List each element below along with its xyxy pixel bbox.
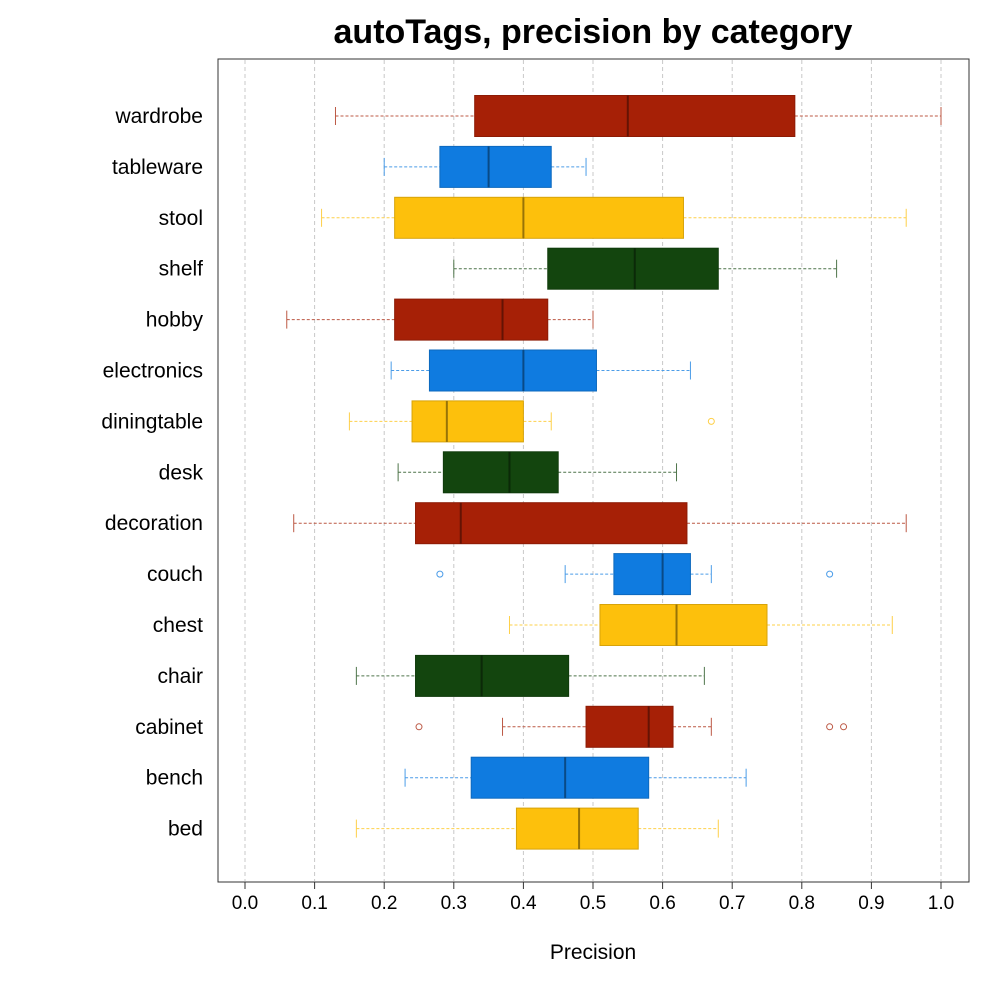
x-tick-label: 0.8	[789, 893, 815, 914]
box-chest	[508, 604, 893, 646]
category-label-decoration: decoration	[105, 512, 203, 535]
category-label-bed: bed	[168, 818, 203, 841]
box-wardrobe	[334, 95, 942, 137]
box-iqr	[547, 247, 719, 290]
x-tick-label: 0.6	[649, 893, 675, 914]
outlier-point	[707, 417, 715, 425]
category-label-desk: desk	[159, 461, 204, 484]
box-shelf	[453, 247, 838, 290]
outlier-point	[826, 570, 834, 578]
category-label-bench: bench	[146, 767, 203, 790]
box-chair	[355, 654, 705, 697]
x-tick-label: 0.9	[858, 893, 884, 914]
box-couch	[436, 553, 834, 596]
x-tick-label: 1.0	[928, 893, 954, 914]
box-diningtable	[348, 400, 715, 443]
category-label-wardrobe: wardrobe	[114, 105, 203, 128]
outlier-point	[840, 723, 848, 731]
box-tableware	[383, 145, 587, 188]
x-tick-label: 0.3	[441, 893, 467, 914]
chart-title: autoTags, precision by category	[334, 13, 853, 51]
category-label-diningtable: diningtable	[101, 410, 203, 433]
box-stool	[321, 196, 907, 239]
category-label-cabinet: cabinet	[135, 716, 203, 739]
box-iqr	[439, 145, 552, 188]
category-label-chair: chair	[157, 665, 203, 688]
category-label-shelf: shelf	[159, 258, 204, 281]
x-axis: 0.0 0.1 0.2 0.3 0.4 0.5 0.6 0.7 0.8 0.9 1.0	[218, 881, 969, 914]
x-tick-label: 0.2	[371, 893, 397, 914]
x-axis-title: Precision	[550, 941, 636, 964]
x-tick-label: 0.4	[510, 893, 537, 914]
x-tick-label: 0.0	[232, 893, 258, 914]
outlier-point	[436, 570, 444, 578]
box-cabinet	[415, 705, 848, 748]
box-iqr	[474, 95, 796, 137]
box-iqr	[415, 502, 688, 545]
category-label-hobby: hobby	[146, 309, 204, 332]
box-hobby	[286, 298, 594, 341]
box-iqr	[599, 604, 768, 646]
boxes-group	[286, 95, 942, 850]
box-iqr	[428, 349, 597, 392]
box-decoration	[293, 502, 907, 545]
outlier-point	[415, 723, 423, 731]
box-iqr	[415, 654, 570, 697]
x-tick-label: 0.7	[719, 893, 745, 914]
box-iqr	[394, 196, 684, 239]
category-label-couch: couch	[147, 563, 203, 586]
box-bed	[355, 807, 719, 850]
x-tick-label: 0.5	[580, 893, 606, 914]
box-bench	[404, 756, 747, 799]
box-iqr	[515, 807, 639, 850]
category-label-stool: stool	[159, 207, 203, 230]
box-desk	[397, 451, 678, 494]
box-iqr	[585, 705, 674, 748]
box-electronics	[390, 349, 691, 392]
box-iqr	[394, 298, 549, 341]
outlier-point	[826, 723, 834, 731]
box-iqr	[613, 553, 691, 596]
x-tick-label: 0.1	[301, 893, 327, 914]
category-label-chest: chest	[153, 614, 203, 637]
category-label-tableware: tableware	[112, 156, 203, 179]
box-iqr	[442, 451, 559, 494]
category-label-electronics: electronics	[103, 360, 203, 383]
box-iqr	[411, 400, 524, 443]
category-labels: wardrobe tableware stool shelf hobby electron…	[101, 105, 203, 841]
box-iqr	[470, 756, 650, 799]
